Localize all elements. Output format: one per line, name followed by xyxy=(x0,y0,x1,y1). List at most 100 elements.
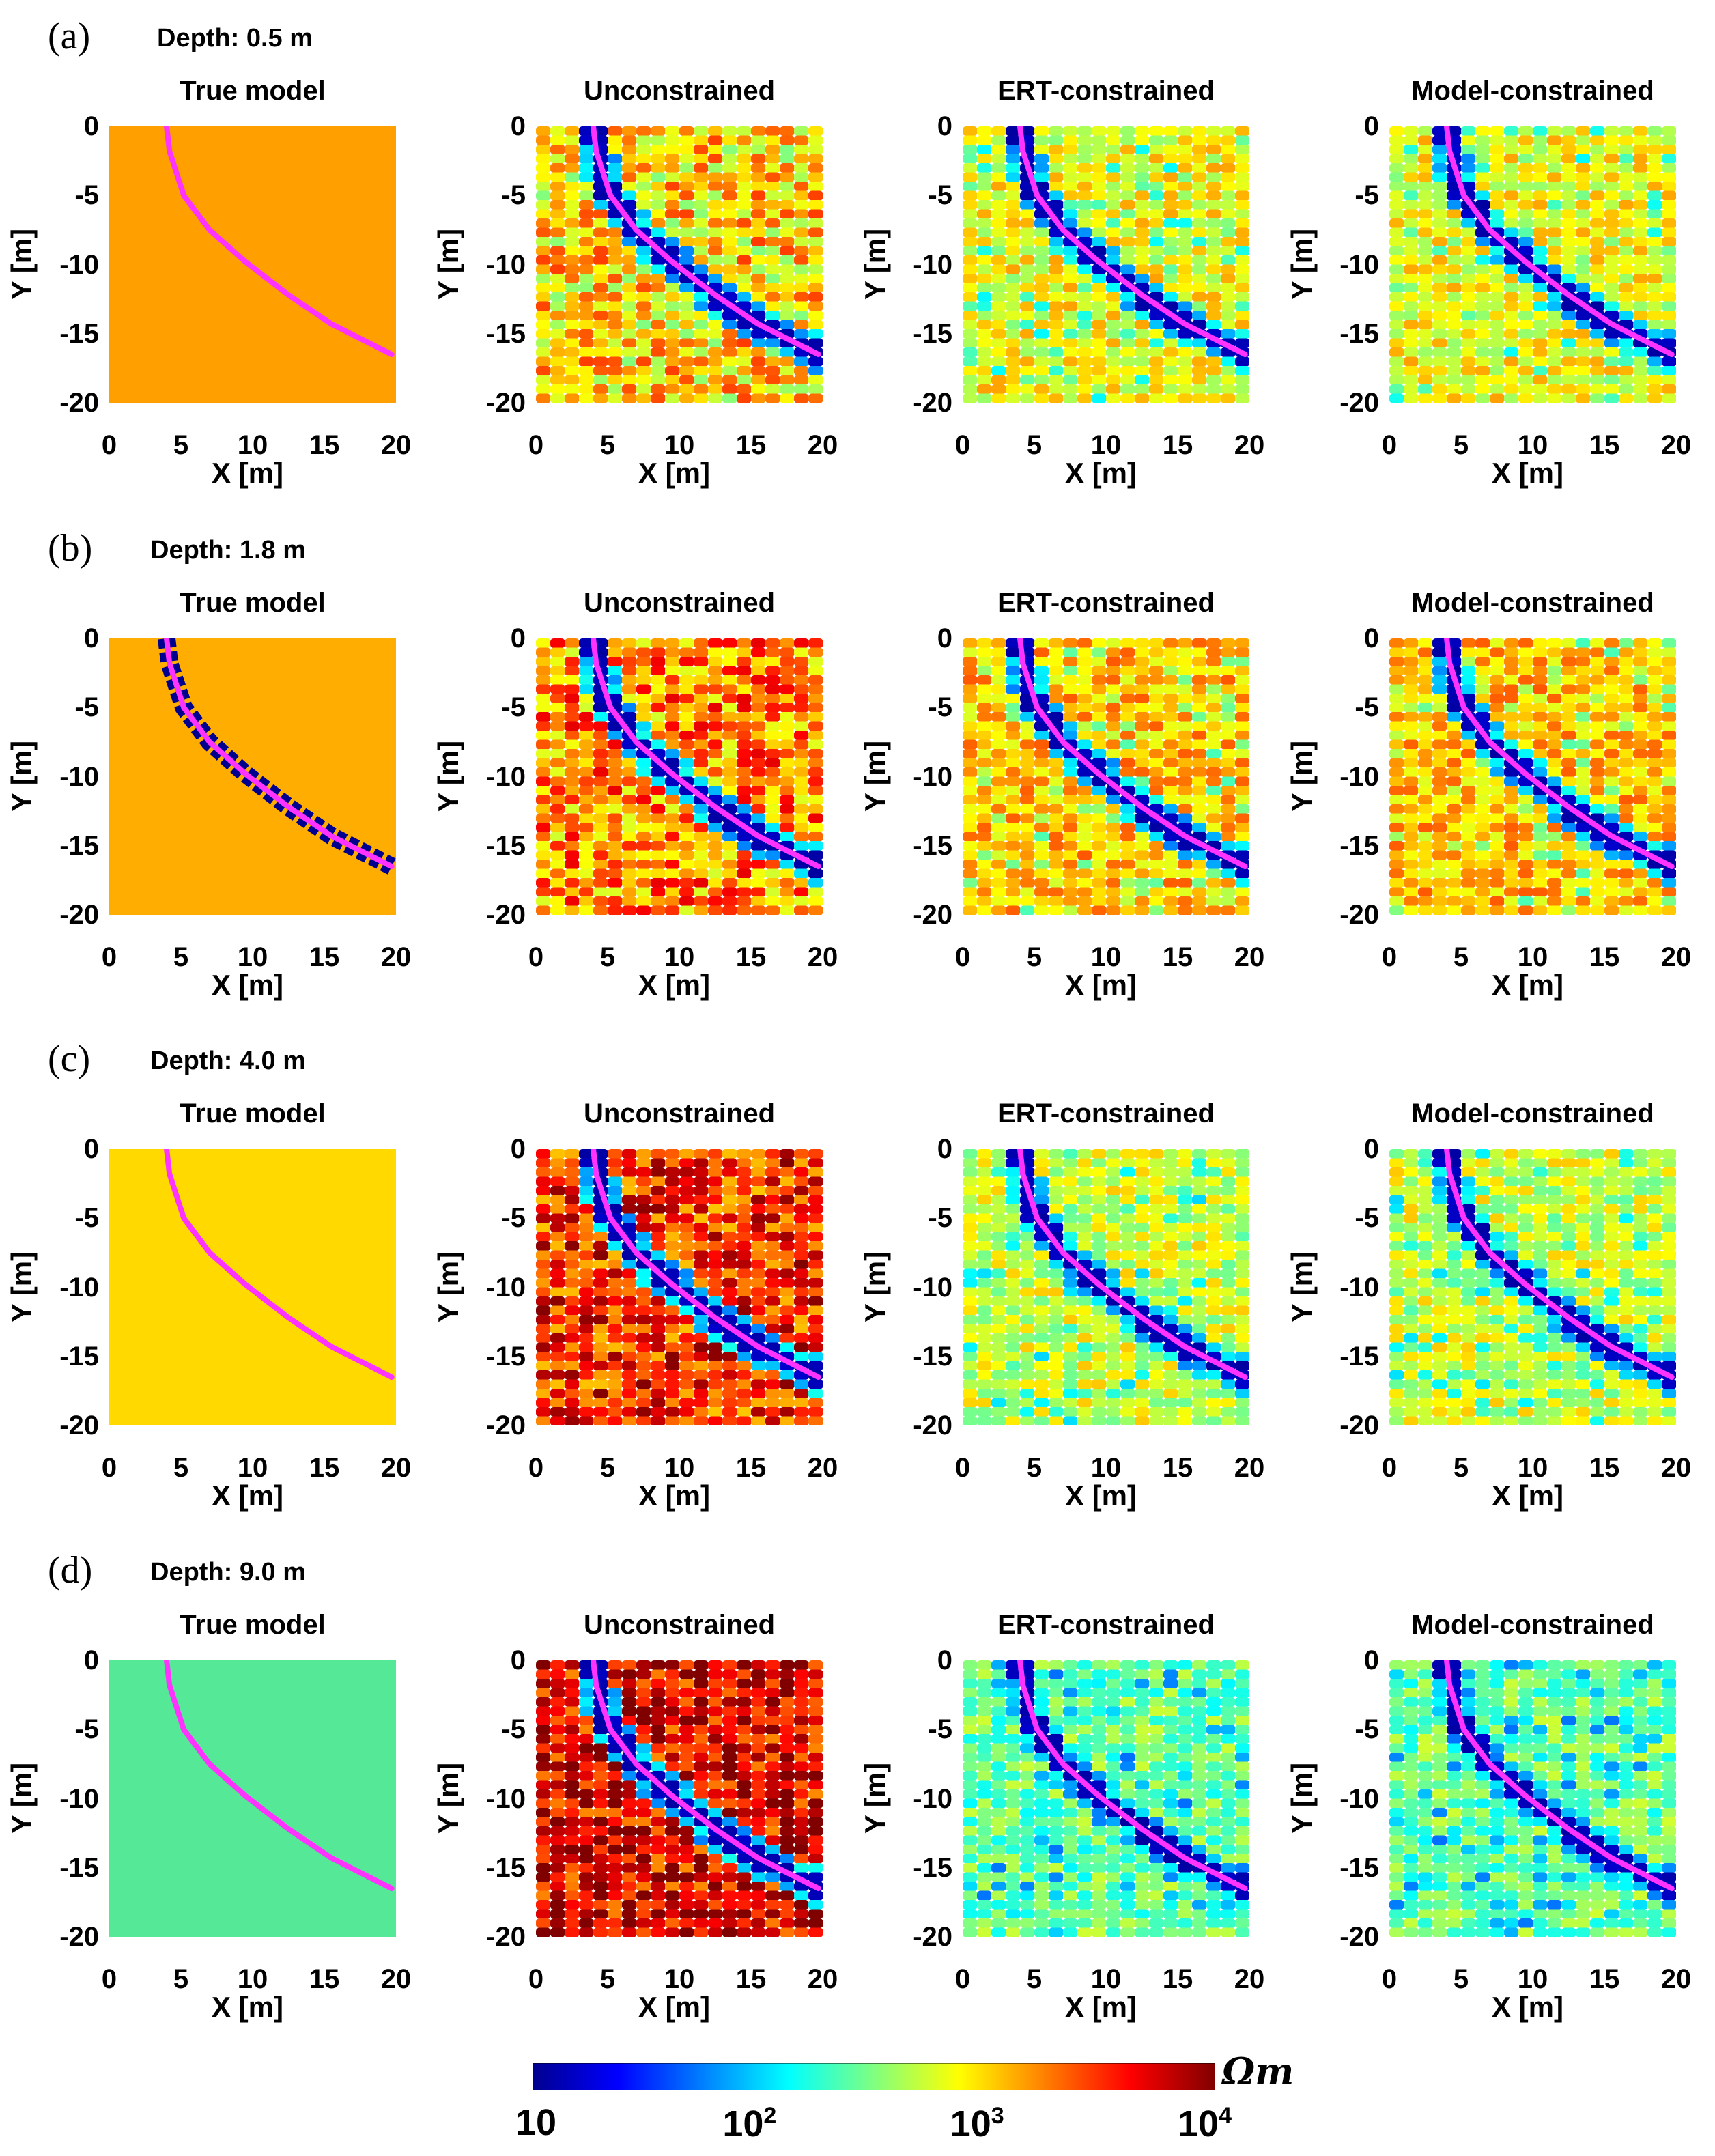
colorbar-tick-base: 10 xyxy=(950,2103,991,2144)
x-tick-label: 5 xyxy=(1453,1964,1469,1994)
x-tick-label: 0 xyxy=(1381,1453,1398,1483)
y-tick-label: -10 xyxy=(59,1272,99,1303)
x-axis-label: X [m] xyxy=(1492,457,1563,489)
x-tick-label: 15 xyxy=(1589,1453,1620,1483)
colorbar-tick-base: 10 xyxy=(722,2103,764,2144)
x-axis-label: X [m] xyxy=(212,1479,283,1512)
y-tick-label: -5 xyxy=(1355,1714,1379,1745)
y-tick-label: 0 xyxy=(1363,1645,1379,1675)
x-tick-label: 20 xyxy=(807,942,838,972)
x-axis-label: X [m] xyxy=(1065,1991,1137,2023)
y-tick-label: -10 xyxy=(486,249,526,280)
x-tick-label: 0 xyxy=(528,942,544,972)
resistivity-map xyxy=(109,638,396,915)
y-tick-label: -15 xyxy=(913,1852,952,1883)
y-axis-label: Y [m] xyxy=(1286,740,1318,812)
x-tick-label: 0 xyxy=(1381,942,1398,972)
colorbar-tick-base: 10 xyxy=(515,2102,557,2143)
resistivity-map xyxy=(1389,1660,1676,1937)
y-tick-label: 0 xyxy=(510,111,526,141)
y-tick-label: -5 xyxy=(501,1714,526,1745)
well-trajectory xyxy=(1017,126,1248,358)
x-tick-label: 10 xyxy=(1090,942,1122,972)
y-tick-label: -10 xyxy=(1340,761,1379,792)
x-axis-label: X [m] xyxy=(212,457,283,489)
colorbar-gradient xyxy=(533,2063,1215,2090)
cell-grid xyxy=(1389,638,1676,915)
colorbar-tick-label: 104 xyxy=(1178,2104,1232,2142)
cell-grid xyxy=(1389,126,1676,403)
x-tick-label: 10 xyxy=(664,1453,695,1483)
x-tick-label: 10 xyxy=(1517,1964,1548,1994)
y-tick-label: -5 xyxy=(74,180,99,211)
x-tick-label: 5 xyxy=(599,1964,616,1994)
cell-grid xyxy=(536,638,823,915)
row-label: (a) xyxy=(48,15,91,57)
resistivity-map xyxy=(109,1149,396,1425)
y-axis-label: Y [m] xyxy=(859,1251,892,1322)
x-axis-label: X [m] xyxy=(1065,969,1137,1001)
x-tick-label: 10 xyxy=(237,942,268,972)
x-axis-label: X [m] xyxy=(1492,1991,1563,2023)
y-tick-label: -20 xyxy=(1340,900,1379,930)
depth-label: Depth: 1.8 m xyxy=(150,536,307,565)
y-tick-label: 0 xyxy=(937,111,952,141)
y-tick-label: -20 xyxy=(486,1410,526,1441)
x-tick-label: 5 xyxy=(599,1453,616,1483)
well-trajectory xyxy=(591,126,821,358)
y-axis-label: Y [m] xyxy=(5,228,38,300)
x-tick-label: 10 xyxy=(1090,430,1122,460)
y-tick-label: -15 xyxy=(1340,1852,1379,1883)
x-tick-label: 5 xyxy=(599,942,616,972)
panel-title: Unconstrained xyxy=(583,76,776,106)
well-trajectory xyxy=(1017,638,1248,870)
x-tick-label: 10 xyxy=(1090,1964,1122,1994)
panel-title: ERT-constrained xyxy=(997,588,1215,618)
y-axis-label: Y [m] xyxy=(5,740,38,812)
y-tick-label: -10 xyxy=(486,761,526,792)
colorbar-tick-exponent: 4 xyxy=(1219,2103,1232,2129)
x-tick-label: 0 xyxy=(101,430,117,460)
y-tick-label: 0 xyxy=(510,623,526,653)
well-trajectory xyxy=(591,1660,821,1892)
y-tick-label: 0 xyxy=(1363,111,1379,141)
x-tick-label: 20 xyxy=(1234,942,1265,972)
x-tick-label: 20 xyxy=(380,942,412,972)
y-tick-label: -15 xyxy=(59,830,99,861)
y-tick-label: -5 xyxy=(501,692,526,723)
x-tick-label: 15 xyxy=(309,1964,340,1994)
y-tick-label: -5 xyxy=(74,1714,99,1745)
y-tick-label: 0 xyxy=(937,1134,952,1164)
y-tick-label: 0 xyxy=(510,1134,526,1164)
y-axis-label: Y [m] xyxy=(5,1251,38,1322)
y-tick-label: -20 xyxy=(59,1410,99,1441)
y-tick-label: -10 xyxy=(913,1272,952,1303)
y-tick-label: -5 xyxy=(74,1203,99,1234)
cell-grid xyxy=(963,1660,1249,1937)
x-tick-label: 20 xyxy=(1660,430,1692,460)
x-tick-label: 15 xyxy=(735,1453,767,1483)
cell-grid xyxy=(963,126,1249,403)
y-tick-label: -5 xyxy=(501,180,526,211)
x-tick-label: 0 xyxy=(101,942,117,972)
y-tick-label: -15 xyxy=(486,830,526,861)
x-axis-label: X [m] xyxy=(638,457,710,489)
resistivity-map xyxy=(1389,126,1676,403)
y-axis-label: Y [m] xyxy=(1286,1762,1318,1834)
y-tick-label: -10 xyxy=(1340,1272,1379,1303)
x-tick-label: 5 xyxy=(1453,1453,1469,1483)
y-tick-label: -20 xyxy=(913,900,952,930)
y-tick-label: -20 xyxy=(913,1410,952,1441)
x-tick-label: 5 xyxy=(1026,430,1043,460)
x-tick-label: 5 xyxy=(173,1453,189,1483)
x-tick-label: 10 xyxy=(1517,430,1548,460)
colorbar-tick-base: 10 xyxy=(1178,2103,1219,2144)
panel-title: ERT-constrained xyxy=(997,76,1215,106)
y-tick-label: -20 xyxy=(59,1922,99,1952)
x-tick-label: 20 xyxy=(807,430,838,460)
x-tick-label: 15 xyxy=(309,1453,340,1483)
cell-grid xyxy=(963,1149,1249,1425)
x-axis-label: X [m] xyxy=(1065,457,1137,489)
panel-title: True model xyxy=(180,588,326,618)
y-tick-label: -15 xyxy=(913,830,952,861)
